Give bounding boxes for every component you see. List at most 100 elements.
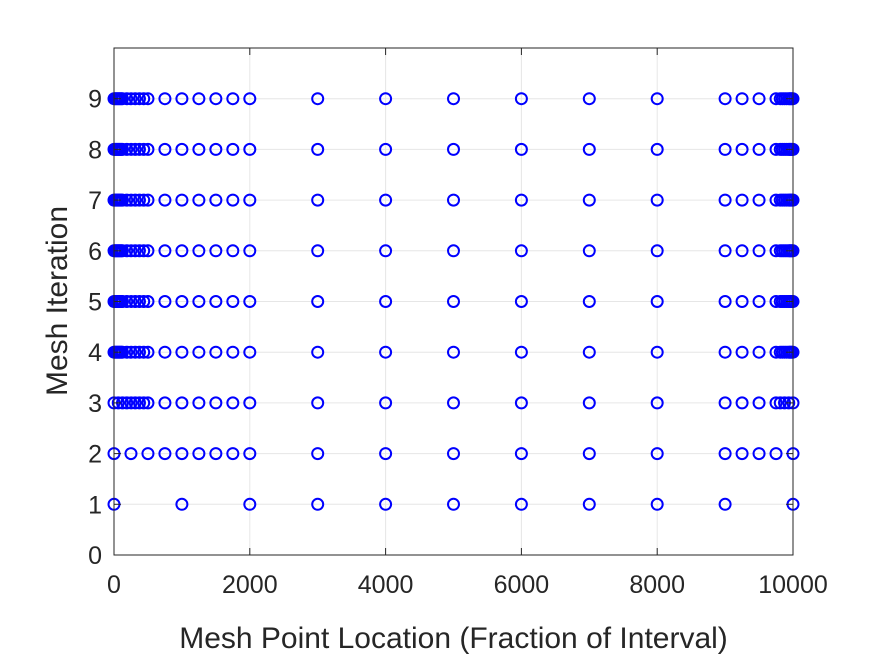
data-point xyxy=(132,244,146,258)
data-point xyxy=(209,193,223,207)
data-point xyxy=(158,396,172,410)
x-tick-label: 8000 xyxy=(629,571,685,599)
data-point xyxy=(209,92,223,106)
data-point xyxy=(243,142,257,156)
data-point xyxy=(379,497,393,511)
data-point xyxy=(192,295,206,308)
data-point xyxy=(752,142,766,156)
y-tick-label: 9 xyxy=(88,86,102,114)
data-point xyxy=(718,295,732,308)
y-tick-label: 0 xyxy=(88,542,102,570)
data-point xyxy=(141,295,155,308)
data-point xyxy=(120,295,134,308)
data-point xyxy=(132,396,146,410)
y-tick-label: 7 xyxy=(88,187,102,215)
data-point xyxy=(120,244,134,258)
y-tick-label: 1 xyxy=(88,491,102,519)
data-point xyxy=(243,497,257,511)
data-point xyxy=(120,193,134,207)
data-point xyxy=(120,345,134,359)
data-point xyxy=(124,244,138,258)
data-point xyxy=(192,92,206,106)
data-point xyxy=(243,193,257,207)
data-point xyxy=(311,295,325,308)
data-point xyxy=(769,396,783,410)
y-tick-label: 2 xyxy=(88,441,102,469)
data-point xyxy=(311,244,325,258)
data-point xyxy=(141,447,155,461)
data-point xyxy=(379,193,393,207)
data-point xyxy=(311,447,325,461)
data-point xyxy=(650,193,664,207)
data-point xyxy=(311,396,325,410)
data-point xyxy=(141,193,155,207)
data-point xyxy=(752,295,766,308)
data-markers xyxy=(107,92,800,511)
data-point xyxy=(735,244,749,258)
data-point xyxy=(120,396,134,410)
y-tick-label: 4 xyxy=(88,339,102,367)
data-point xyxy=(175,193,189,207)
data-point xyxy=(175,92,189,106)
data-point xyxy=(124,92,138,106)
data-point xyxy=(128,142,142,156)
data-point xyxy=(226,396,240,410)
data-point xyxy=(514,142,528,156)
data-point xyxy=(650,295,664,308)
data-point xyxy=(718,92,732,106)
data-point xyxy=(192,193,206,207)
x-tick-label: 6000 xyxy=(494,571,550,599)
data-point xyxy=(773,396,787,410)
y-tick-label: 3 xyxy=(88,390,102,418)
data-point xyxy=(379,396,393,410)
data-point xyxy=(447,142,460,156)
data-point xyxy=(243,295,257,308)
data-point xyxy=(137,345,151,359)
data-point xyxy=(447,92,460,106)
data-point xyxy=(137,193,151,207)
data-point xyxy=(175,244,189,258)
data-point xyxy=(752,447,766,461)
y-axis-label: Mesh Iteration xyxy=(41,206,74,396)
data-point xyxy=(752,193,766,207)
x-tick-label: 4000 xyxy=(358,571,414,599)
data-point xyxy=(447,193,460,207)
data-point xyxy=(752,345,766,359)
data-point xyxy=(735,142,749,156)
data-point xyxy=(192,447,206,461)
data-point xyxy=(447,447,460,461)
data-point xyxy=(582,396,596,410)
data-point xyxy=(769,447,783,461)
data-point xyxy=(132,193,146,207)
data-point xyxy=(718,193,732,207)
data-point xyxy=(141,92,155,106)
x-tick-label: 0 xyxy=(107,571,121,599)
data-point xyxy=(379,142,393,156)
data-point xyxy=(650,345,664,359)
data-point xyxy=(226,295,240,308)
data-point xyxy=(582,92,596,106)
data-point xyxy=(379,295,393,308)
data-point xyxy=(226,193,240,207)
data-point xyxy=(447,244,460,258)
data-point xyxy=(124,295,138,308)
data-point xyxy=(137,142,151,156)
data-point xyxy=(514,497,528,511)
data-point xyxy=(718,244,732,258)
data-point xyxy=(650,92,664,106)
data-point xyxy=(128,193,142,207)
data-point xyxy=(128,345,142,359)
data-point xyxy=(141,396,155,410)
data-point xyxy=(752,396,766,410)
data-point xyxy=(735,193,749,207)
y-tick-label: 8 xyxy=(88,136,102,164)
data-point xyxy=(137,92,151,106)
data-point xyxy=(158,142,172,156)
data-point xyxy=(141,142,155,156)
x-axis-label: Mesh Point Location (Fraction of Interva… xyxy=(179,622,728,655)
data-point xyxy=(132,345,146,359)
data-point xyxy=(209,295,223,308)
data-point xyxy=(226,92,240,106)
data-point xyxy=(128,92,142,106)
